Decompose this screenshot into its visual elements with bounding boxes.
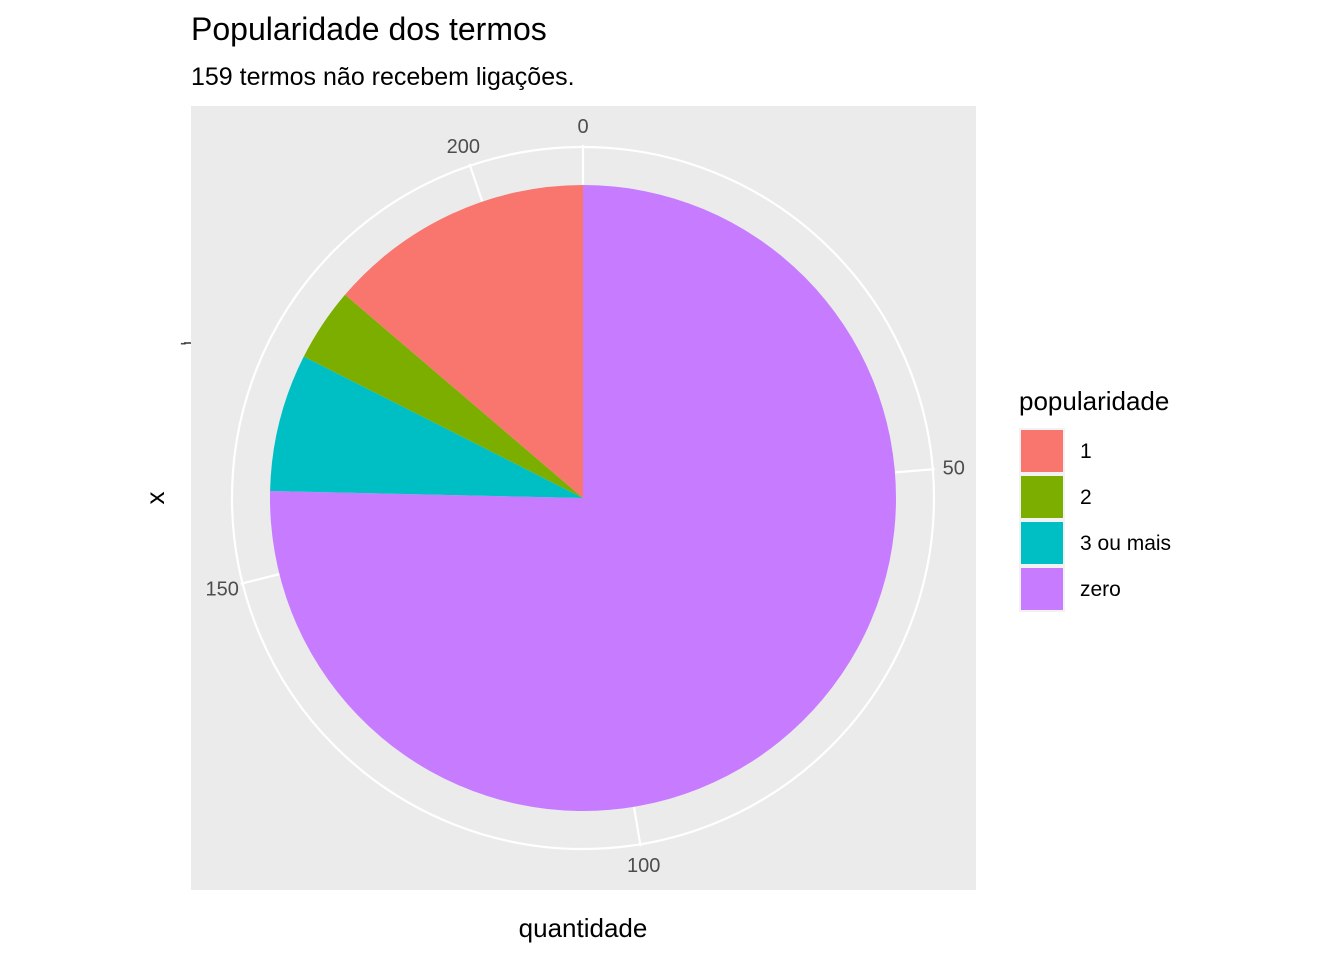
legend-label-1: 1 [1080,440,1092,463]
legend-title: popularidade [1019,386,1169,416]
legend-swatch-3-ou-mais [1021,522,1063,564]
legend-swatch-zero [1021,568,1063,610]
y-axis-title: x [140,492,170,505]
radial-tick-label-100: 100 [627,855,660,877]
x-axis-title: quantidade [519,913,648,943]
legend-label-2: 2 [1080,486,1092,509]
grid-spoke-50 [894,468,935,474]
grid-spoke-150 [240,573,280,585]
grid-spoke-100 [632,806,642,847]
grid-spoke-200 [468,163,484,202]
radial-tick-label-50: 50 [943,458,965,480]
radial-tick-label-150: 150 [205,578,238,600]
y-tick-label: - [180,332,187,354]
chart-subtitle: 159 termos não recebem ligações. [191,63,575,91]
radial-tick-label-0: 0 [577,116,588,138]
grid-layer [230,145,936,851]
chart-title: Popularidade dos termos [191,11,547,47]
legend: 1 2 3 ou mais zero [1019,428,1171,612]
ticks-layer: 0 50 100 150 200 [205,116,964,877]
legend-swatch-1 [1021,430,1063,472]
radial-tick-label-200: 200 [447,136,480,158]
slices-layer [270,185,897,811]
slice-2 [303,294,583,498]
slice-1 [345,185,583,498]
legend-label-3-ou-mais: 3 ou mais [1080,532,1171,555]
legend-label-zero: zero [1080,578,1121,601]
legend-swatch-2 [1021,476,1063,518]
slice-3-ou-mais [270,356,583,498]
